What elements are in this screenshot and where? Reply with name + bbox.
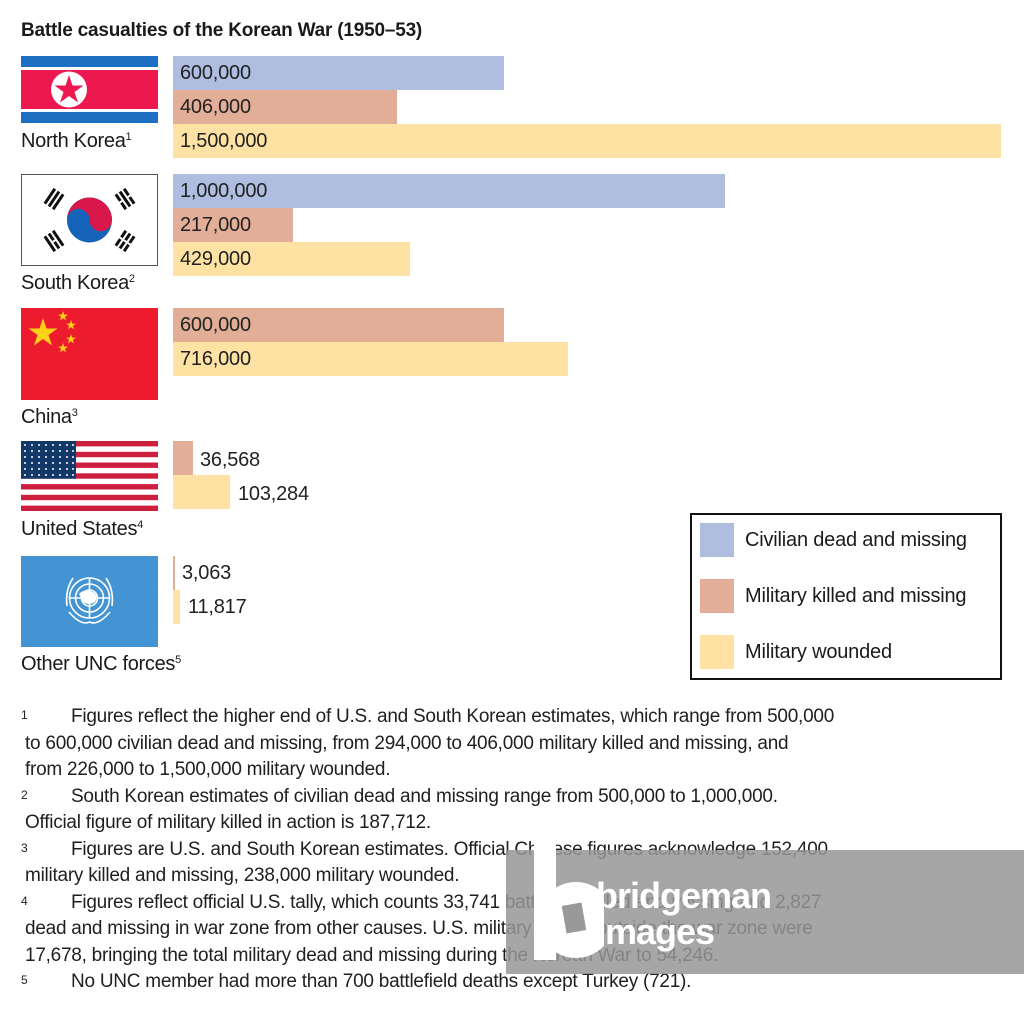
value-label: 429,000: [180, 248, 251, 270]
bar-unc-military-killed: [173, 556, 175, 590]
value-label: 36,568: [200, 449, 260, 471]
value-label: 1,500,000: [180, 130, 268, 152]
value-label: 217,000: [180, 214, 251, 236]
country-label-china: China3: [21, 406, 78, 428]
bar-north-korea-military-killed: [173, 90, 397, 124]
legend-swatch-military-killed: [700, 579, 734, 613]
legend-item-military-wounded: Military wounded: [700, 635, 892, 669]
footnote-2: 2 South Korean estimates of civilian dea…: [21, 784, 1011, 837]
bar-north-korea-military-wounded: [173, 124, 1001, 158]
bar-south-korea-military-killed: [173, 208, 293, 242]
legend-label: Military killed and missing: [745, 584, 967, 607]
legend-item-civilian: Civilian dead and missing: [700, 523, 967, 557]
footnote-number: 5: [21, 973, 28, 987]
legend: Civilian dead and missing Military kille…: [690, 513, 1002, 680]
bridgeman-logo-icon: [534, 830, 604, 960]
chart-title: Battle casualties of the Korean War (195…: [21, 20, 423, 41]
country-label-other-unc: Other UNC forces5: [21, 653, 181, 675]
value-label: 406,000: [180, 96, 251, 118]
north-korea-flag: [21, 56, 158, 123]
bar-us-military-killed: [173, 441, 193, 475]
country-label-united-states: United States4: [21, 518, 143, 540]
legend-label: Civilian dead and missing: [745, 528, 967, 551]
country-label-south-korea: South Korea2: [21, 272, 135, 294]
un-flag: [21, 556, 158, 647]
footnote-5: 5 No UNC member had more than 700 battle…: [21, 969, 1011, 996]
legend-label: Military wounded: [745, 640, 892, 663]
footnote-number: 2: [21, 787, 28, 802]
footnote-number: 1: [21, 708, 28, 722]
watermark-text-line1: bridgeman: [596, 875, 772, 916]
footnote-number: 3: [21, 840, 28, 855]
legend-swatch-civilian: [700, 523, 734, 557]
bar-south-korea-military-wounded: [173, 242, 410, 276]
footnote-number: 4: [21, 893, 28, 908]
value-label: 600,000: [180, 62, 251, 84]
value-label: 103,284: [238, 483, 309, 505]
south-korea-flag: [21, 174, 158, 266]
bar-us-military-wounded: [173, 475, 230, 509]
bar-unc-military-wounded: [173, 590, 180, 624]
value-label: 3,063: [182, 562, 232, 584]
country-label-north-korea: North Korea1: [21, 130, 132, 152]
watermark-text-line2: images: [596, 911, 715, 952]
china-flag: [21, 308, 158, 400]
watermark-overlay: bridgeman images: [506, 830, 1024, 974]
bar-south-korea-civilian: [173, 174, 725, 208]
legend-swatch-military-wounded: [700, 635, 734, 669]
value-label: 1,000,000: [180, 180, 268, 202]
value-label: 600,000: [180, 314, 251, 336]
legend-item-military-killed: Military killed and missing: [700, 579, 967, 613]
footnote-1: 1 Figures reflect the higher end of U.S.…: [21, 704, 1011, 784]
bar-north-korea-civilian: [173, 56, 504, 90]
bar-china-military-killed: [173, 308, 504, 342]
value-label: 11,817: [188, 596, 247, 618]
bar-china-military-wounded: [173, 342, 568, 376]
us-flag: [21, 441, 158, 511]
value-label: 716,000: [180, 348, 251, 370]
